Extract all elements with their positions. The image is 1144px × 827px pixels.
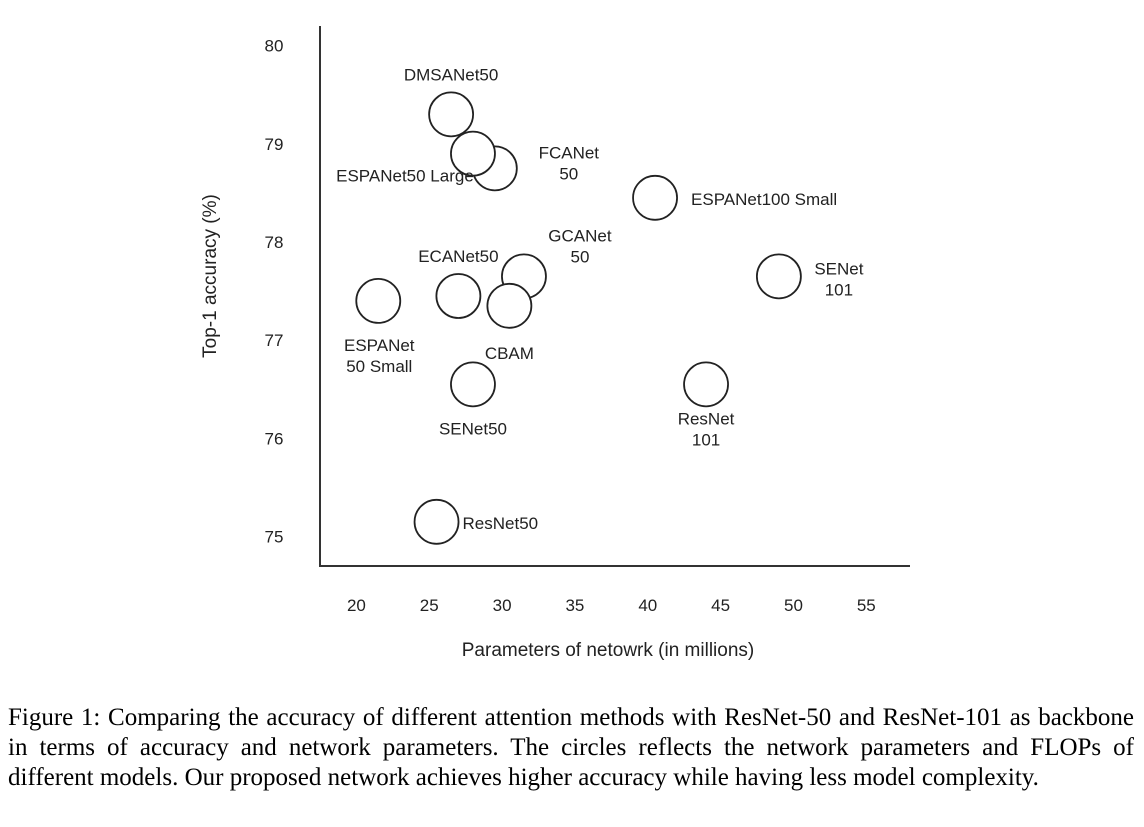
- point-label-gcanet-50-line-2: 50: [570, 247, 589, 266]
- x-tick-label-20: 20: [347, 596, 366, 615]
- point-label-senet50: SENet50: [439, 419, 507, 438]
- point-label-resnet-101-line-2: 101: [692, 430, 720, 449]
- x-tick-label-40: 40: [638, 596, 657, 615]
- point-circle-senet-101: [755, 253, 802, 300]
- point-label-fcanet-50-line-1: FCANet: [539, 143, 600, 162]
- point-label-dmsanet50: DMSANet50: [404, 65, 498, 84]
- y-tick-label-80: 80: [265, 37, 284, 56]
- x-tick-label-35: 35: [565, 596, 584, 615]
- point-circle-resnet50: [413, 498, 460, 545]
- y-tick-label-76: 76: [265, 429, 284, 448]
- point-label-gcanet-50-line-1: GCANet: [548, 226, 612, 245]
- point-circle-espanet100-small: [632, 174, 678, 221]
- point-circle-dmsanet50: [428, 91, 475, 138]
- point-label-resnet50: ResNet50: [463, 514, 539, 533]
- point-circle-espanet50-large: [450, 130, 496, 177]
- y-tick-labels: 80 79 78 77 76 75: [265, 37, 284, 547]
- point-label-espanet100-small: ESPANet100 Small: [691, 190, 837, 209]
- point-label-espanet-50-small-line-2: 50 Small: [346, 357, 412, 376]
- point-label-ecanet50: ECANet50: [418, 247, 498, 266]
- point-label-senet-101-line-2: 101: [825, 280, 853, 299]
- point-circle-ecanet50: [435, 273, 482, 319]
- y-tick-label-77: 77: [265, 331, 284, 350]
- point-circle-espanet-50-small: [355, 278, 402, 324]
- x-tick-label-30: 30: [493, 596, 512, 615]
- point-label-espanet-50-small-line-1: ESPANet: [344, 336, 415, 355]
- point-label-espanet50-large: ESPANet50 Large: [336, 167, 474, 186]
- x-tick-label-50: 50: [784, 596, 803, 615]
- figure-caption: Figure 1: Comparing the accuracy of diff…: [8, 704, 1134, 791]
- point-label-resnet-101-line-1: ResNet: [678, 409, 735, 428]
- y-axis-label: Top-1 accuracy (%): [200, 194, 221, 358]
- point-circle-resnet-101: [683, 361, 729, 408]
- y-tick-label-79: 79: [265, 135, 284, 154]
- x-tick-label-45: 45: [711, 596, 730, 615]
- point-circle-cbam: [486, 282, 533, 329]
- x-axis-label: Parameters of netowrk (in millions): [462, 640, 754, 661]
- x-tick-label-25: 25: [420, 596, 439, 615]
- scatter-chart: 80 79 78 77 76 75 20 25 30 35 40 45 50 55 Parameters…: [200, 26, 910, 661]
- point-label-cbam: CBAM: [485, 344, 534, 363]
- y-tick-label-78: 78: [265, 233, 284, 252]
- point-circle-senet50: [450, 361, 496, 408]
- y-tick-label-75: 75: [265, 528, 284, 547]
- point-label-fcanet-50-line-2: 50: [559, 164, 578, 183]
- x-tick-labels: 20 25 30 35 40 45 50 55: [347, 596, 876, 615]
- x-tick-label-55: 55: [857, 596, 876, 615]
- point-label-senet-101-line-1: SENet: [814, 259, 863, 278]
